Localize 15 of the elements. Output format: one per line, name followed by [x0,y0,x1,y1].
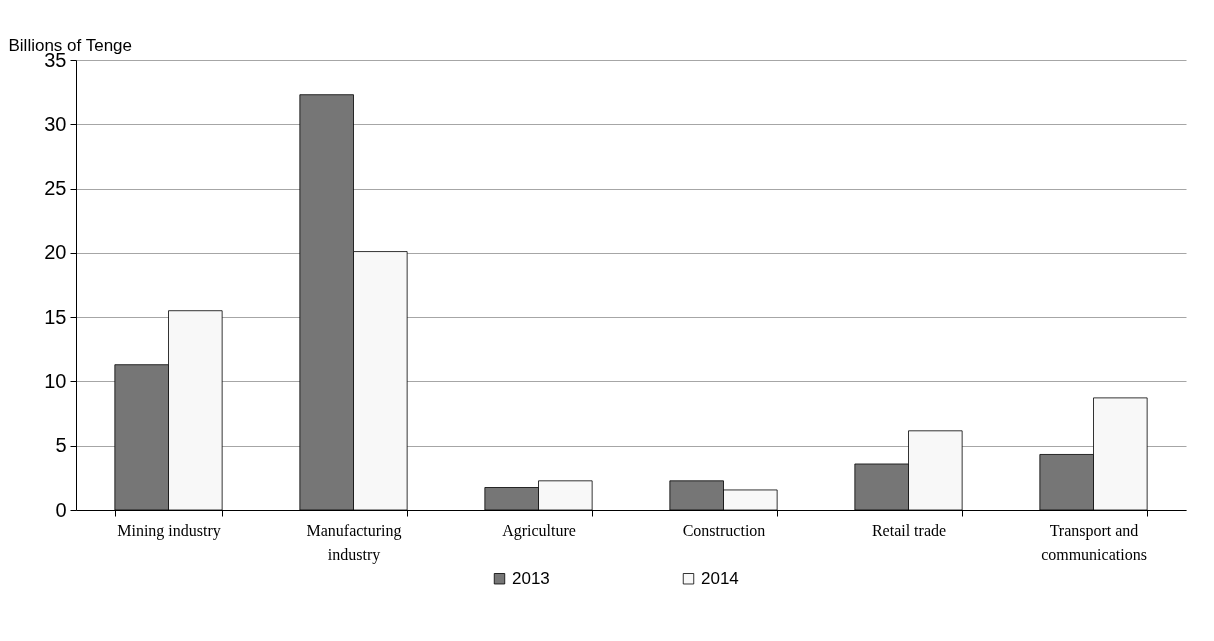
y-tick-label: 20 [44,241,67,264]
x-tick-label: Agriculture [502,521,576,540]
x-tick-label: Retail trade [871,521,947,539]
x-tick-label: Transport and communications [1041,521,1147,563]
y-tick-label: 25 [44,177,67,200]
y-tick-label: 5 [55,434,67,457]
x-tick-label: Construction [682,521,766,539]
y-tick-label: 10 [44,369,67,392]
legend-label: 2013 [512,568,550,588]
y-tick-label: 30 [44,112,67,135]
x-tick-label: Manufacturing industry [306,521,402,564]
y-tick-label: 0 [55,498,67,521]
legend-label: 2014 [701,568,739,588]
x-tick-label: Mining industry [117,521,221,540]
y-tick-label: 15 [44,305,67,328]
